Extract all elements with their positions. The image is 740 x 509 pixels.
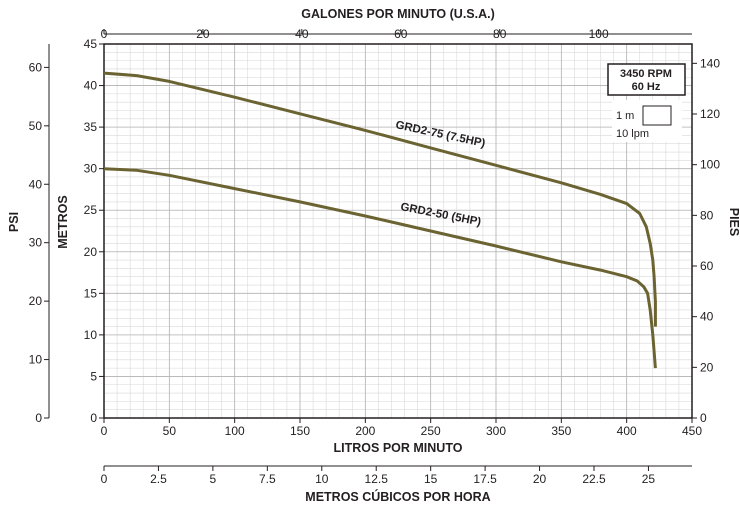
x-bottom-title: LITROS POR MINUTO xyxy=(334,441,463,455)
legend-hz: 60 Hz xyxy=(632,81,661,93)
y-meters-tick-label: 35 xyxy=(84,120,98,134)
x-bottom2-tick-label: 17.5 xyxy=(473,472,497,486)
legend-scale-box xyxy=(642,105,672,126)
legend-rpm: 3450 RPM xyxy=(620,68,672,80)
y-meters-tick-label: 25 xyxy=(84,203,98,217)
x-bottom2-tick-label: 2.5 xyxy=(150,472,167,486)
y-psi-title: PSI xyxy=(7,212,21,232)
y-feet-title: PIES xyxy=(727,208,740,237)
y-psi-tick-label: 30 xyxy=(29,236,43,250)
y-meters-tick-label: 15 xyxy=(84,286,98,300)
x-bottom2-tick-label: 20 xyxy=(533,472,547,486)
series-line-grd2-75 xyxy=(103,71,657,327)
x-bottom2-tick-label: 0 xyxy=(101,472,108,486)
y-psi-tick-label: 60 xyxy=(29,60,43,74)
series-label-grd2-75: GRD2-75 (7.5HP) xyxy=(394,119,486,150)
y-meters-tick-label: 10 xyxy=(84,328,98,342)
x-bottom2-tick-label: 12.5 xyxy=(365,472,389,486)
x-bottom2-title: METROS CÚBICOS POR HORA xyxy=(305,489,490,504)
y-feet-tick-label: 20 xyxy=(700,360,714,374)
y-meters-tick-label: 0 xyxy=(90,411,97,425)
y-meters-tick-label: 45 xyxy=(84,37,98,51)
x-primary-tick-label: 100 xyxy=(225,424,245,438)
y-meters-tick-label: 40 xyxy=(84,79,98,93)
series-line-grd2-50 xyxy=(103,167,657,369)
y-feet-tick-label: 140 xyxy=(700,56,720,70)
plot-frame xyxy=(103,43,693,419)
y-feet-tick-label: 120 xyxy=(700,107,720,121)
x-bottom2-tick-label: 7.5 xyxy=(259,472,276,486)
x-bottom2-tick-label: 25 xyxy=(642,472,656,486)
grid-major xyxy=(103,43,693,419)
y-psi-tick-label: 20 xyxy=(29,294,43,308)
y-meters-tick-label: 20 xyxy=(84,245,98,259)
x-top-tick-label: 60 xyxy=(394,27,408,41)
x-primary-tick-label: 200 xyxy=(355,424,375,438)
y-feet-tick-label: 0 xyxy=(700,411,707,425)
x-primary-tick-label: 0 xyxy=(101,424,108,438)
x-primary-tick-label: 300 xyxy=(486,424,506,438)
y-feet-tick-label: 80 xyxy=(700,208,714,222)
x-top-tick-label: 80 xyxy=(493,27,507,41)
y-feet-tick-label: 100 xyxy=(700,158,720,172)
x-top-tick-label: 0 xyxy=(101,27,108,41)
legend-scale-vertical: 1 m xyxy=(616,110,634,122)
x-bottom2-tick-label: 10 xyxy=(315,472,329,486)
x-primary-tick-label: 450 xyxy=(682,424,702,438)
x-bottom2-tick-label: 22.5 xyxy=(582,472,606,486)
x-primary-tick-label: 250 xyxy=(421,424,441,438)
x-top-tick-label: 100 xyxy=(589,27,609,41)
y-psi-tick-label: 40 xyxy=(29,177,43,191)
y-feet-tick-label: 60 xyxy=(700,259,714,273)
y-feet-tick-label: 40 xyxy=(700,310,714,324)
y-meters-title: METROS xyxy=(56,195,70,248)
legend-scale-horizontal: 10 lpm xyxy=(616,128,649,140)
legend: 3450 RPM 60 Hz 1 m 10 lpm xyxy=(607,63,686,142)
x-bottom2-tick-label: 5 xyxy=(210,472,217,486)
x-primary-tick-label: 350 xyxy=(551,424,571,438)
y-meters-tick-label: 30 xyxy=(84,162,98,176)
y-psi-tick-label: 0 xyxy=(35,411,42,425)
axes xyxy=(44,29,697,471)
x-top-tick-label: 40 xyxy=(295,27,309,41)
legend-frame xyxy=(607,63,686,96)
x-primary-tick-label: 150 xyxy=(290,424,310,438)
x-top-tick-label: 20 xyxy=(196,27,210,41)
grid-minor xyxy=(103,43,693,419)
y-psi-tick-label: 50 xyxy=(29,119,43,133)
x-top-title: GALONES POR MINUTO (U.S.A.) xyxy=(301,7,495,21)
curves xyxy=(103,71,657,369)
y-psi-tick-label: 10 xyxy=(29,353,43,367)
y-meters-tick-label: 5 xyxy=(90,369,97,383)
x-primary-tick-label: 400 xyxy=(617,424,637,438)
x-bottom2-tick-label: 15 xyxy=(424,472,438,486)
x-primary-tick-label: 50 xyxy=(163,424,177,438)
